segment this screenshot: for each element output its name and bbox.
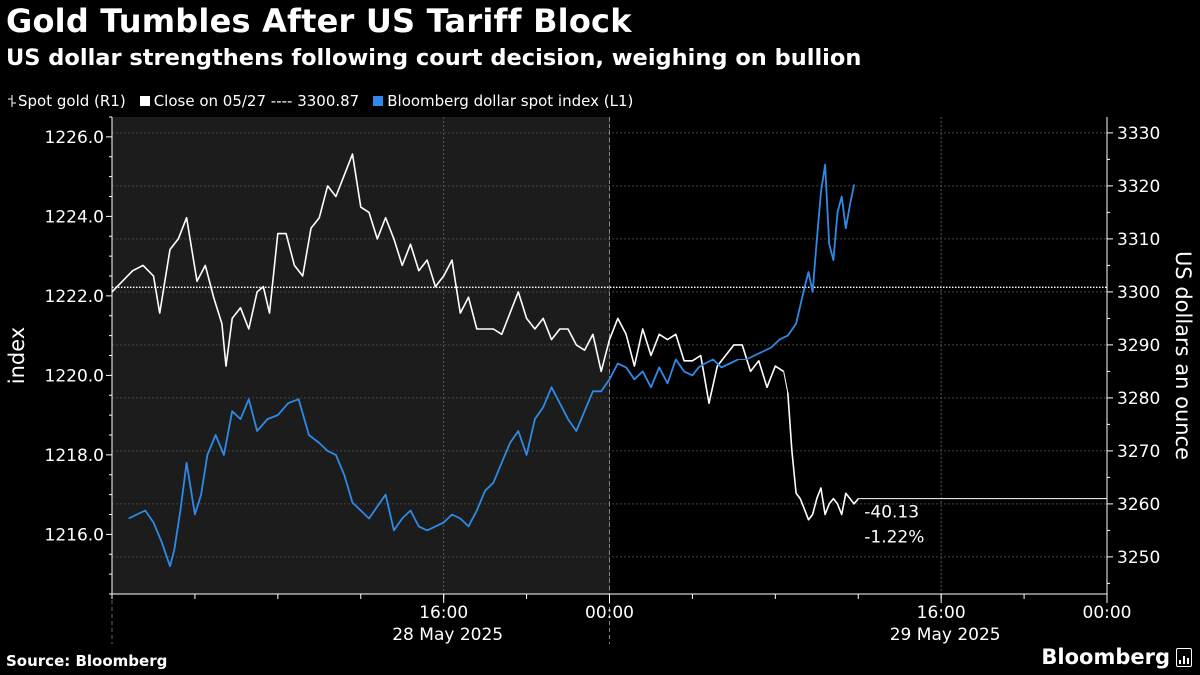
square-icon [139, 96, 150, 106]
left-axis-title: index [5, 327, 29, 384]
source-note: Source: Bloomberg [6, 652, 168, 670]
legend-item-close[interactable]: Close on 05/27 ---- 3300.87 [139, 92, 360, 110]
left-axis-tick-label: 1226.0 [45, 128, 104, 148]
right-axis-tick-label: 3270 [1117, 442, 1160, 462]
x-axis-day-label: 29 May 2025 [890, 625, 1001, 645]
dollar-index-line [745, 163, 855, 361]
page-title: Gold Tumbles After US Tariff Block [6, 2, 632, 40]
right-axis-tick-label: 3330 [1117, 124, 1160, 144]
chart-annotations: -40.13 -1.22% [858, 498, 1107, 548]
chart-legend: Spot gold (R1) Close on 05/27 ---- 3300.… [6, 90, 647, 112]
left-axis-tick-label: 1222.0 [45, 287, 104, 307]
change-pct-annotation: -1.22% [864, 528, 924, 548]
bloomberg-logo: Bloomberg [1041, 645, 1192, 669]
legend-item-spot-gold[interactable]: Spot gold (R1) [6, 92, 126, 110]
right-axis-tick-label: 3300 [1117, 283, 1160, 303]
chart-axes: 1226.0 1224.0 1222.0 1220.0 1218.0 1216.0 inde… [5, 116, 1195, 645]
legend-item-dollar-index[interactable]: Bloomberg dollar spot index (L1) [373, 92, 633, 110]
legend-label-close: Close on 05/27 ---- 3300.87 [153, 92, 360, 110]
right-axis-tick-label: 3260 [1117, 495, 1160, 515]
chart-shaded-region [112, 117, 610, 594]
left-axis-tick-label: 1220.0 [45, 366, 104, 386]
right-axis-tick-label: 3250 [1117, 548, 1160, 568]
right-axis-tick-label: 3320 [1117, 177, 1160, 197]
dollar-index-line [128, 358, 739, 568]
x-axis-tick-label: 00:00 [585, 603, 634, 623]
chart-series [111, 153, 859, 568]
x-axis-tick-label: 16:00 [917, 603, 966, 623]
spot-gold-line [111, 153, 785, 404]
square-icon [373, 96, 384, 106]
left-axis-tick-label: 1216.0 [45, 525, 104, 545]
page-subtitle: US dollar strengthens following court de… [6, 45, 862, 71]
ohlc-bar-icon [8, 95, 16, 107]
x-axis-tick-label: 16:00 [419, 603, 468, 623]
left-axis-tick-label: 1224.0 [45, 207, 104, 227]
left-axis-tick-label: 1218.0 [45, 446, 104, 466]
spot-gold-gap-connector [783, 371, 789, 393]
x-axis-day-label: 28 May 2025 [392, 625, 503, 645]
legend-label-dollar-index: Bloomberg dollar spot index (L1) [387, 92, 634, 110]
right-axis-tick-label: 3290 [1117, 336, 1160, 356]
spot-gold-line [787, 392, 859, 521]
legend-label-spot-gold: Spot gold (R1) [18, 92, 126, 110]
right-axis-tick-label: 3280 [1117, 389, 1160, 409]
right-axis-tick-label: 3310 [1117, 230, 1160, 250]
brand-name: Bloomberg [1041, 645, 1170, 669]
change-annotation: -40.13 [864, 503, 919, 523]
right-axis-title: US dollars an ounce [1171, 251, 1195, 460]
bloomberg-chart-icon [1176, 647, 1192, 667]
x-axis-tick-label: 00:00 [1083, 603, 1132, 623]
